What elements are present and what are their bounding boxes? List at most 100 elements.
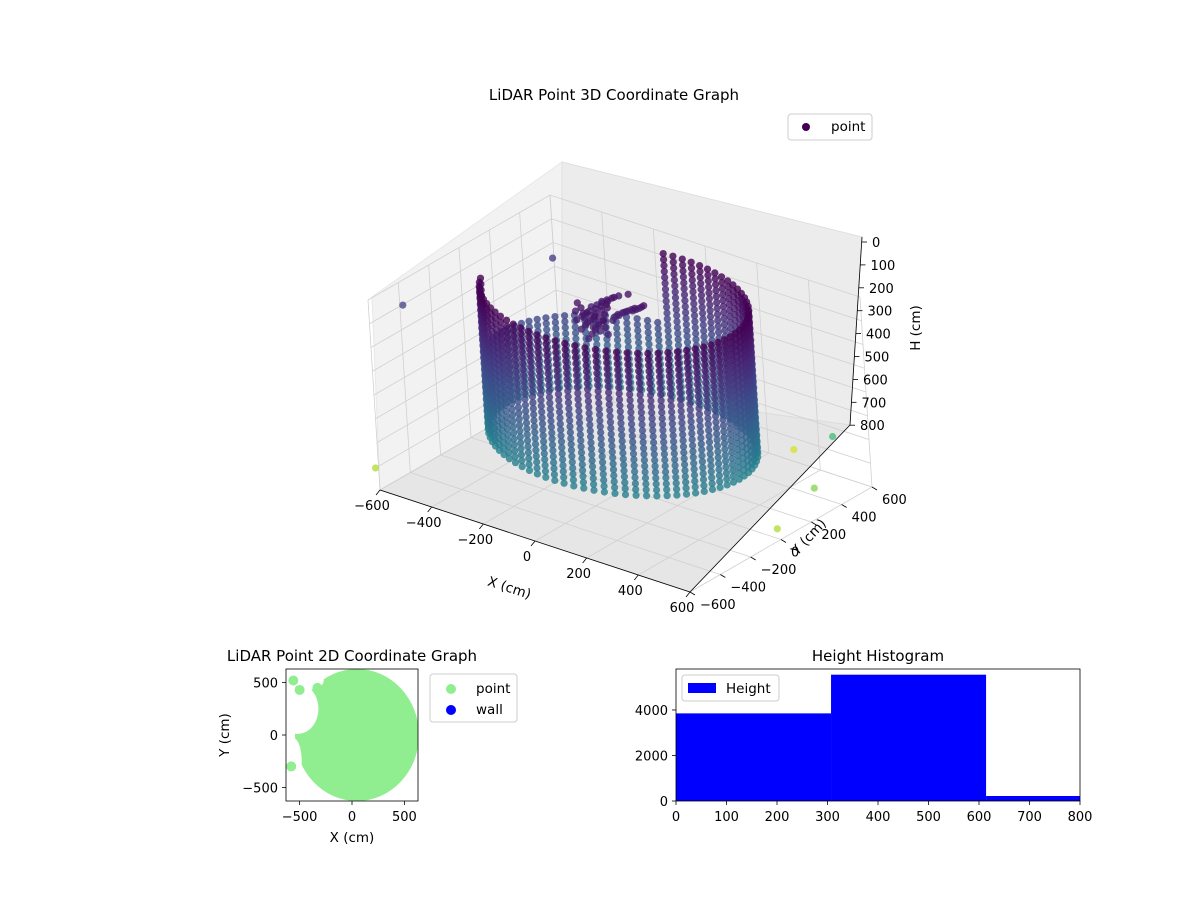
point-3d [565, 411, 573, 419]
point-3d [586, 421, 594, 429]
point-3d [573, 383, 582, 391]
point-3d [693, 375, 701, 383]
point-3d [612, 348, 621, 356]
point-3d [588, 451, 596, 459]
point-3d [679, 267, 687, 275]
point-3d [604, 331, 612, 339]
point-3d [696, 428, 705, 436]
point-3d [598, 452, 606, 460]
point-3d [625, 373, 633, 381]
point-3d [720, 308, 728, 316]
point-3d [571, 348, 579, 356]
point-3d [733, 434, 741, 442]
point-3d [735, 469, 743, 477]
point-3d [691, 477, 699, 485]
point-3d [491, 308, 499, 316]
point-3d [615, 396, 624, 404]
legend2d-marker-wall [446, 705, 456, 715]
point-3d [509, 429, 518, 437]
point-3d [713, 436, 721, 444]
point-3d [502, 395, 510, 403]
point-3d [613, 324, 621, 332]
point-3d [698, 303, 706, 311]
point-3d [553, 372, 561, 380]
point-3d [540, 449, 548, 458]
point-3d [615, 390, 623, 398]
point-3d [585, 409, 593, 417]
point-3d [678, 419, 686, 427]
x-tick-label: −400 [406, 516, 442, 531]
point-3d [651, 468, 660, 476]
point-3d [607, 430, 615, 438]
point-3d [505, 449, 513, 457]
point-3d [594, 387, 602, 395]
legend-box [787, 113, 873, 141]
point-2d [286, 761, 297, 772]
point-3d [723, 377, 731, 385]
point-3d [630, 462, 638, 470]
point-3d [624, 367, 632, 375]
point-3d [524, 448, 533, 457]
point-3d [704, 414, 712, 422]
point-3d [517, 439, 525, 447]
hist-x-tick-label: 0 [672, 810, 680, 825]
point-3d [585, 403, 593, 411]
point-3d [670, 449, 678, 458]
point-3d [577, 325, 586, 333]
point-3d [548, 429, 556, 437]
point-3d [682, 484, 690, 492]
point-3d [645, 373, 654, 381]
point-3d [682, 478, 690, 486]
point-3d [657, 403, 666, 411]
y-axis-line [689, 424, 851, 593]
point-3d [660, 267, 668, 275]
point-3d [712, 418, 720, 426]
grid-line [376, 337, 870, 443]
point-3d [633, 321, 642, 329]
point-3d [710, 388, 718, 396]
point-3d [635, 367, 643, 375]
point-3d [561, 312, 569, 320]
point-3d [549, 453, 557, 461]
point-3d [673, 491, 681, 499]
point-3d [637, 397, 645, 405]
point-3d [673, 348, 682, 356]
point-3d [721, 348, 729, 356]
point-3d [581, 350, 590, 358]
point-3d [608, 448, 616, 456]
point-3d [663, 309, 671, 317]
point-3d [689, 453, 697, 461]
point-3d [525, 339, 533, 347]
point-3d [515, 409, 523, 417]
point-3d [700, 355, 708, 363]
point-3d [723, 475, 731, 483]
point-3d [691, 318, 699, 326]
point-3d [518, 348, 526, 356]
point-3d [576, 419, 584, 427]
point-3d [530, 422, 539, 430]
point-3d [641, 474, 650, 482]
x-tick-label: 200 [566, 567, 591, 582]
point-3d [639, 438, 647, 446]
point-3d [693, 380, 702, 389]
hist-x-tick-label: 500 [916, 810, 941, 825]
x-tick [634, 574, 639, 581]
point-3d [527, 375, 536, 383]
point-3d [613, 330, 621, 338]
point-3d [628, 420, 636, 428]
point-3d [569, 464, 577, 472]
point-3d [605, 400, 613, 408]
point-3d [511, 350, 519, 358]
point-3d [620, 461, 628, 469]
point-3d [559, 461, 567, 469]
point-3d [731, 410, 739, 418]
point-3d [567, 446, 576, 454]
point-3d [574, 395, 582, 403]
point-3d [571, 342, 579, 350]
point-3d [584, 391, 592, 399]
point-3d [626, 402, 635, 410]
point-3d [655, 342, 663, 350]
chart3d-zlabel: H (cm) [908, 305, 924, 351]
point-3d [696, 273, 704, 282]
point-3d [568, 458, 576, 466]
